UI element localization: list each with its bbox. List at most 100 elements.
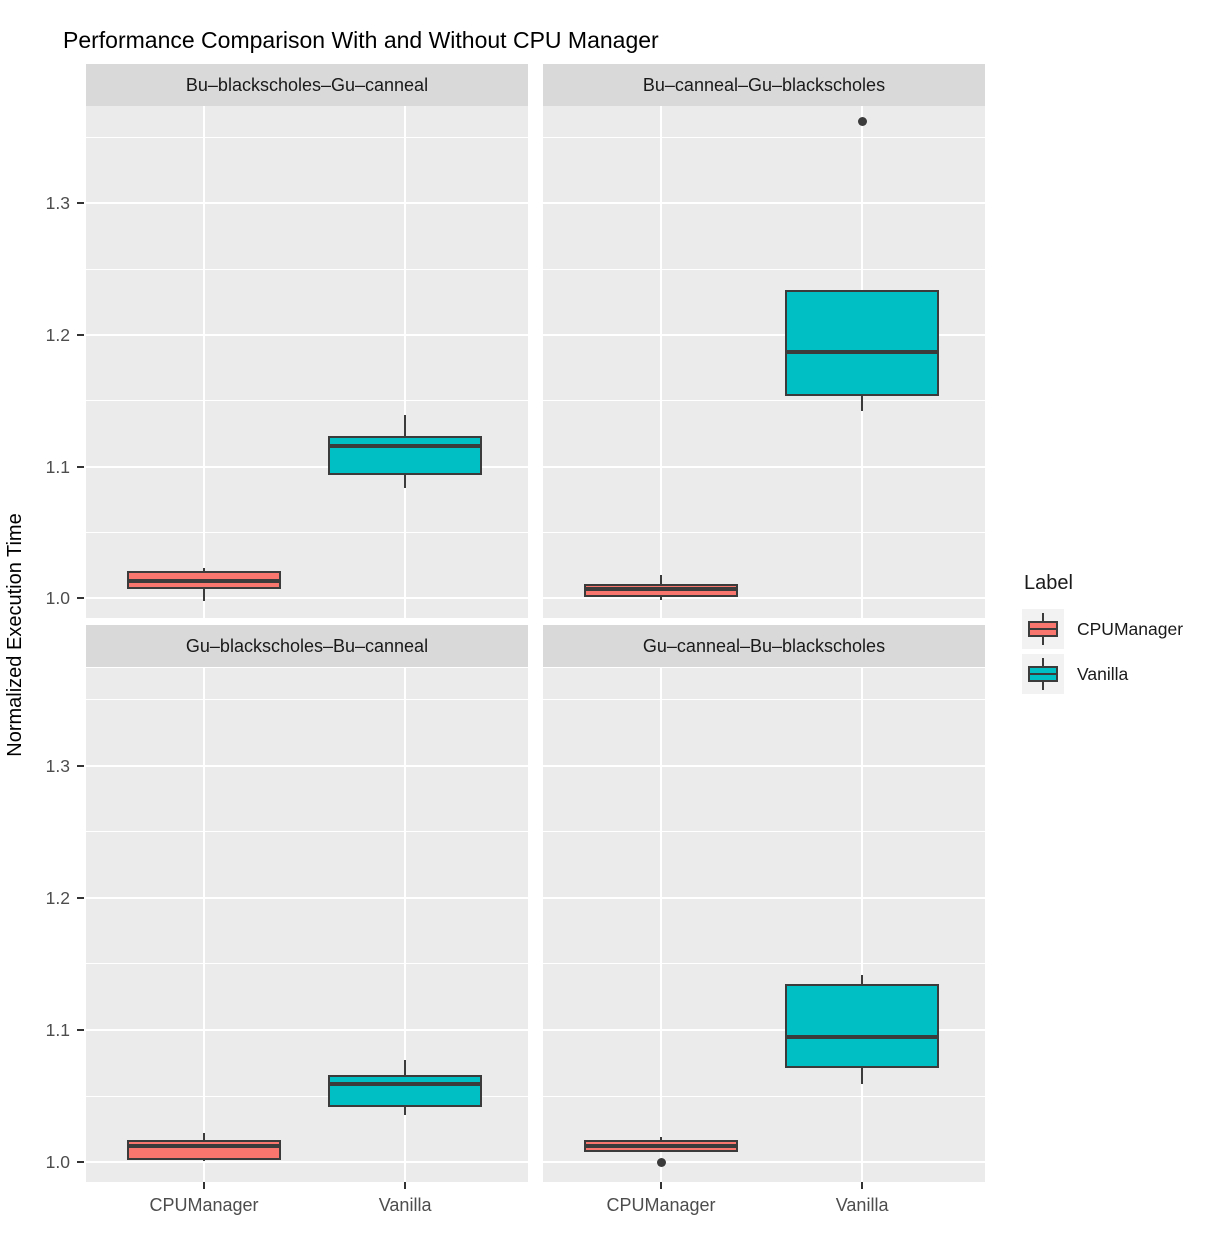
minor-gridline bbox=[86, 963, 528, 965]
minor-gridline bbox=[86, 831, 528, 833]
facet-strip-top-left: Bu–blackscholes–Gu–canneal bbox=[86, 64, 528, 106]
facet-strip-label: Gu–canneal–Bu–blackscholes bbox=[642, 635, 886, 656]
key-median-line bbox=[1030, 628, 1056, 630]
boxplot-lower-whisker bbox=[404, 1106, 407, 1115]
minor-gridline bbox=[86, 531, 528, 533]
facet-panel-bottom-right bbox=[543, 668, 985, 1182]
facet-strip-label: Bu–blackscholes–Gu–canneal bbox=[185, 74, 429, 95]
major-gridline bbox=[543, 1029, 985, 1032]
minor-gridline bbox=[86, 1095, 528, 1097]
y-tick-mark bbox=[77, 1161, 84, 1164]
facet-strip-bottom-left: Gu–blackscholes–Bu–canneal bbox=[86, 625, 528, 667]
minor-gridline bbox=[543, 699, 985, 701]
outlier-point bbox=[857, 117, 867, 127]
boxplot-upper-whisker bbox=[203, 567, 205, 571]
legend-items: CPUManager Vanilla bbox=[1022, 609, 1183, 694]
major-gridline bbox=[543, 1161, 985, 1164]
y-tick-mark bbox=[77, 896, 84, 899]
vertical-gridline bbox=[404, 668, 407, 1182]
major-gridline bbox=[543, 202, 985, 205]
major-gridline bbox=[86, 597, 528, 600]
y-tick-label: 1.3 bbox=[45, 755, 70, 776]
minor-gridline bbox=[543, 268, 985, 270]
minor-gridline bbox=[86, 400, 528, 402]
major-gridline bbox=[543, 465, 985, 468]
boxplot-lower-whisker bbox=[861, 395, 864, 412]
y-tick-mark bbox=[77, 202, 84, 205]
minor-gridline bbox=[543, 531, 985, 533]
major-gridline bbox=[543, 896, 985, 899]
boxplot-median bbox=[328, 443, 483, 448]
major-gridline bbox=[86, 334, 528, 337]
boxplot-lower-whisker bbox=[203, 1159, 205, 1161]
major-gridline bbox=[86, 1029, 528, 1032]
boxplot-key-icon bbox=[1022, 609, 1064, 649]
boxplot-lower-whisker bbox=[404, 474, 407, 488]
major-gridline bbox=[543, 597, 985, 600]
vertical-gridline bbox=[861, 668, 864, 1182]
major-gridline bbox=[86, 202, 528, 205]
boxplot-median bbox=[328, 1082, 483, 1087]
facet-panel-top-right bbox=[543, 106, 985, 618]
minor-gridline bbox=[543, 963, 985, 965]
facet-strip-bottom-right: Gu–canneal–Bu–blackscholes bbox=[543, 625, 985, 667]
key-median-line bbox=[1030, 673, 1056, 675]
legend-title: Label bbox=[1024, 572, 1073, 594]
major-gridline bbox=[86, 1161, 528, 1164]
y-tick-label: 1.1 bbox=[45, 456, 70, 477]
y-tick-label: 1.0 bbox=[45, 1152, 70, 1173]
y-tick-label: 1.3 bbox=[45, 193, 70, 214]
y-tick-mark bbox=[77, 1029, 84, 1032]
key-box bbox=[1028, 666, 1058, 682]
y-tick-label: 1.2 bbox=[45, 887, 70, 908]
minor-gridline bbox=[86, 699, 528, 701]
x-tick-label: CPUManager bbox=[149, 1195, 259, 1215]
boxplot-upper-whisker bbox=[660, 1137, 662, 1140]
boxplot-box bbox=[127, 1139, 281, 1160]
boxplot-box bbox=[328, 1074, 483, 1107]
minor-gridline bbox=[543, 400, 985, 402]
boxplot-median bbox=[584, 587, 738, 592]
y-tick-mark bbox=[77, 597, 84, 600]
legend: Label CPUManager Vanilla bbox=[1022, 572, 1183, 699]
x-tick-mark bbox=[203, 1182, 205, 1189]
boxplot-upper-whisker bbox=[660, 574, 662, 584]
boxplot-median bbox=[785, 1034, 940, 1039]
y-tick-mark bbox=[77, 764, 84, 767]
facet-strip-label: Bu–canneal–Gu–blackscholes bbox=[642, 74, 886, 95]
minor-gridline bbox=[543, 831, 985, 833]
facet-panel-bottom-left bbox=[86, 668, 528, 1182]
boxplot-lower-whisker bbox=[203, 589, 205, 601]
x-tick-mark bbox=[861, 1182, 864, 1189]
legend-item-label: Vanilla bbox=[1077, 663, 1129, 684]
outlier-point bbox=[656, 1157, 666, 1167]
minor-gridline bbox=[86, 137, 528, 139]
vertical-gridline bbox=[203, 668, 205, 1182]
boxplot-box bbox=[328, 436, 483, 475]
y-tick-mark bbox=[77, 334, 84, 337]
major-gridline bbox=[86, 764, 528, 767]
boxplot-upper-whisker bbox=[404, 415, 407, 437]
boxplot-lower-whisker bbox=[660, 596, 662, 600]
boxplot-lower-whisker bbox=[861, 1068, 864, 1085]
facet-panel-top-left bbox=[86, 106, 528, 618]
boxplot-key-icon bbox=[1022, 654, 1064, 694]
vertical-gridline bbox=[660, 106, 662, 618]
chart-title: Performance Comparison With and Without … bbox=[63, 27, 659, 53]
major-gridline bbox=[543, 764, 985, 767]
x-tick-mark bbox=[660, 1182, 662, 1189]
major-gridline bbox=[543, 334, 985, 337]
minor-gridline bbox=[86, 268, 528, 270]
facet-strip-top-right: Bu–canneal–Gu–blackscholes bbox=[543, 64, 985, 106]
boxplot-upper-whisker bbox=[861, 974, 864, 984]
boxplot-upper-whisker bbox=[404, 1060, 407, 1075]
vertical-gridline bbox=[660, 668, 662, 1182]
minor-gridline bbox=[543, 1095, 985, 1097]
vertical-gridline bbox=[203, 106, 205, 618]
boxplot-upper-whisker bbox=[203, 1133, 205, 1140]
y-tick-mark bbox=[77, 465, 84, 468]
x-tick-mark bbox=[404, 1182, 407, 1189]
legend-item: Vanilla bbox=[1022, 654, 1183, 694]
boxplot-median bbox=[785, 350, 940, 355]
